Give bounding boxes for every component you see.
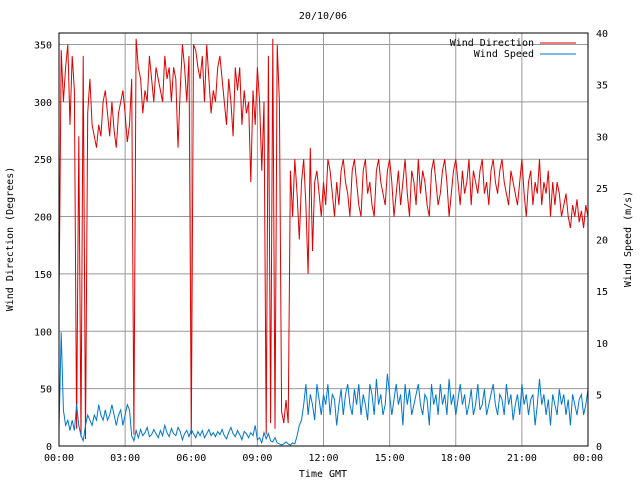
y-left-tick-label: 0 [46,442,52,453]
y-right-tick-label: 25 [596,184,608,195]
x-tick-label: 15:00 [375,453,405,464]
y-right-tick-label: 5 [596,390,602,401]
x-tick-label: 00:00 [44,453,74,464]
y-left-tick-label: 50 [40,385,52,396]
series-line-wind-direction [58,38,589,440]
y-right-tick-label: 40 [596,29,608,40]
x-tick-label: 21:00 [507,453,537,464]
legend-label-wind-direction: Wind Direction [450,38,534,49]
x-tick-label: 12:00 [308,453,338,464]
y-left-axis-label: Wind Direction (Degrees) [5,167,16,312]
series-line-wind-speed [58,332,589,446]
y-right-tick-label: 10 [596,339,608,350]
y-left-tick-label: 100 [34,327,52,338]
y-left-tick-labels: 0 50 100 150 200 250 300 350 [34,40,52,453]
y-right-tick-label: 0 [596,442,602,453]
series-lines [58,38,589,446]
y-left-tick-label: 200 [34,213,52,224]
chart-title: 20/10/06 [299,11,347,22]
y-right-tick-label: 30 [596,132,608,143]
x-tick-label: 18:00 [441,453,471,464]
x-tick-label: 06:00 [176,453,206,464]
plot-frame [58,32,589,447]
x-tick-label: 03:00 [110,453,140,464]
y-left-tick-label: 150 [34,270,52,281]
legend: Wind Direction Wind Speed [450,38,576,60]
y-right-tick-label: 35 [596,81,608,92]
x-tick-label: 09:00 [242,453,272,464]
x-axis-label: Time GMT [299,469,347,480]
legend-label-wind-speed: Wind Speed [474,49,534,60]
y-right-tick-label: 20 [596,236,608,247]
x-tick-label: 00:00 [573,453,603,464]
y-right-axis-label: Wind Speed (m/s) [623,191,634,287]
y-left-tick-label: 300 [34,98,52,109]
y-right-tick-label: 15 [596,287,608,298]
y-right-tick-labels: 0 5 10 15 20 25 30 35 40 [596,29,608,453]
y-left-tick-label: 350 [34,40,52,51]
x-tick-labels: 00:00 03:00 06:00 09:00 12:00 15:00 18:00 21:00… [44,453,603,464]
y-left-tick-label: 250 [34,155,52,166]
